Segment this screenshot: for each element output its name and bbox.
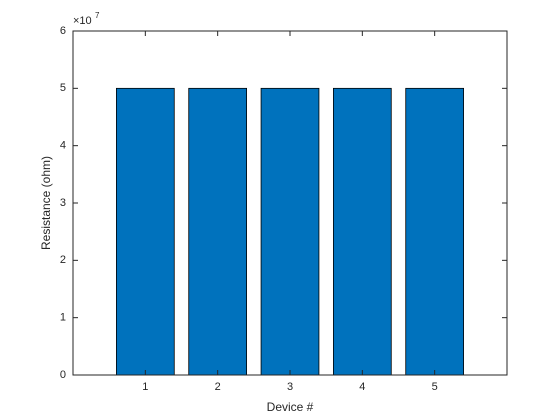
x-tick-label: 3 [287,381,293,393]
x-tick-label: 1 [142,381,148,393]
x-tick-label: 2 [215,381,221,393]
y-tick-label: 1 [60,312,66,324]
bar [332,87,392,376]
bar [188,87,248,376]
y-scale-exponent: 7 [95,11,100,20]
y-tick-label: 4 [60,140,66,152]
y-scale-base: ×10 [73,15,92,27]
y-tick-label: 5 [60,82,66,94]
y-tick-label: 0 [60,369,66,381]
y-tick-label: 3 [60,197,66,209]
bar [116,87,175,376]
x-tick-label: 4 [359,381,365,393]
x-axis-label: Device # [267,400,314,414]
bar [260,87,320,376]
bar [405,87,465,376]
y-axis-label: Resistance (ohm) [39,156,53,250]
x-tick-label: 5 [432,381,438,393]
y-tick-label: 2 [60,254,66,266]
y-tick-label: 6 [60,25,66,37]
